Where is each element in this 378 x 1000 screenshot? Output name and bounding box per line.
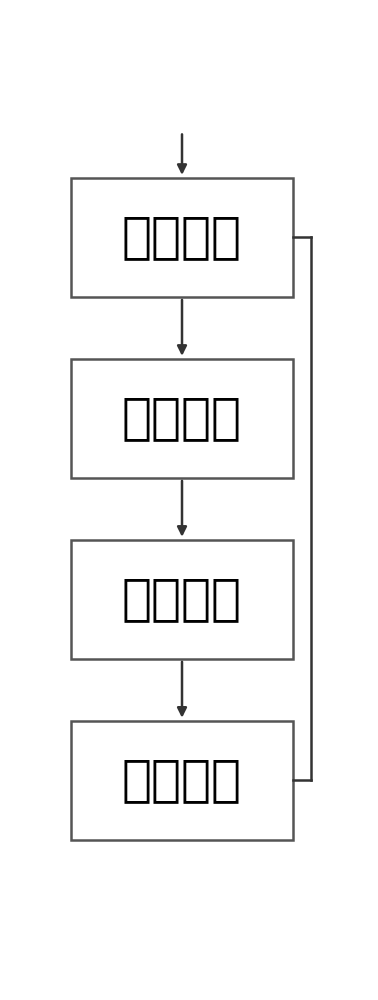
Text: 优化执行: 优化执行 bbox=[122, 756, 242, 804]
Bar bbox=[71, 721, 293, 840]
Text: 数据处理: 数据处理 bbox=[122, 394, 242, 442]
Bar bbox=[71, 359, 293, 478]
Text: 方式选择: 方式选择 bbox=[122, 575, 242, 623]
Text: 数据采集: 数据采集 bbox=[122, 213, 242, 261]
Bar bbox=[71, 540, 293, 659]
Bar bbox=[71, 178, 293, 297]
